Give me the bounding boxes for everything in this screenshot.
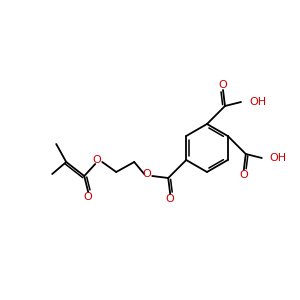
Text: O: O bbox=[93, 155, 102, 165]
Text: OH: OH bbox=[270, 153, 287, 163]
Text: O: O bbox=[166, 194, 175, 204]
Text: OH: OH bbox=[249, 97, 266, 107]
Text: O: O bbox=[84, 192, 93, 202]
Text: O: O bbox=[239, 170, 248, 180]
Text: O: O bbox=[143, 169, 152, 179]
Text: O: O bbox=[219, 80, 227, 90]
